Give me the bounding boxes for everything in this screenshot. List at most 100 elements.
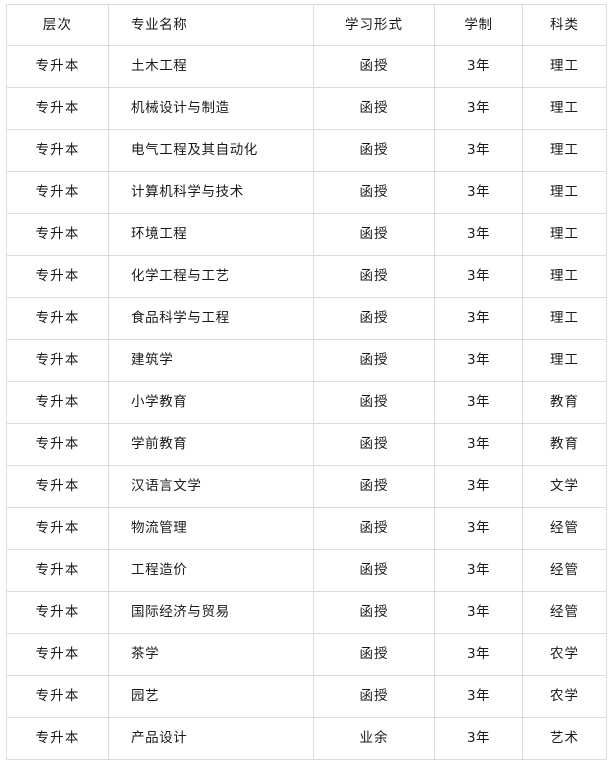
cell-category: 教育	[522, 381, 607, 424]
cell-mode: 函授	[313, 633, 435, 676]
cell-mode: 函授	[313, 549, 435, 592]
cell-level: 专升本	[6, 45, 109, 88]
table-row: 专升本 土木工程 函授 3年 理工	[6, 45, 607, 88]
cell-years: 3年	[434, 87, 523, 130]
page-canvas: 层次 专业名称 学习形式 学制 科类 专升本 土木工程 函授 3年 理工 专升本 机械设计与…	[6, 4, 607, 760]
cell-mode: 函授	[313, 423, 435, 466]
table-row: 专升本 学前教育 函授 3年 教育	[6, 423, 607, 466]
cell-years: 3年	[434, 675, 523, 718]
cell-major: 工程造价	[108, 549, 314, 592]
cell-category: 理工	[522, 297, 607, 340]
cell-major: 食品科学与工程	[108, 297, 314, 340]
table-row: 专升本 计算机科学与技术 函授 3年 理工	[6, 171, 607, 214]
cell-major: 产品设计	[108, 717, 314, 760]
column-header-years: 学制	[434, 4, 523, 46]
table-body: 专升本 土木工程 函授 3年 理工 专升本 机械设计与制造 函授 3年 理工 专升本 电气工程及其自动…	[6, 45, 607, 760]
cell-major: 环境工程	[108, 213, 314, 256]
cell-category: 理工	[522, 339, 607, 382]
cell-level: 专升本	[6, 675, 109, 718]
cell-years: 3年	[434, 171, 523, 214]
table-row: 专升本 汉语言文学 函授 3年 文学	[6, 465, 607, 508]
cell-mode: 函授	[313, 675, 435, 718]
cell-level: 专升本	[6, 507, 109, 550]
cell-category: 理工	[522, 129, 607, 172]
cell-mode: 函授	[313, 171, 435, 214]
cell-mode: 函授	[313, 45, 435, 88]
cell-level: 专升本	[6, 339, 109, 382]
table-row: 专升本 国际经济与贸易 函授 3年 经管	[6, 591, 607, 634]
cell-level: 专升本	[6, 423, 109, 466]
table-header: 层次 专业名称 学习形式 学制 科类	[6, 4, 607, 46]
cell-years: 3年	[434, 507, 523, 550]
cell-level: 专升本	[6, 633, 109, 676]
majors-table: 层次 专业名称 学习形式 学制 科类 专升本 土木工程 函授 3年 理工 专升本 机械设计与…	[6, 4, 607, 760]
cell-level: 专升本	[6, 297, 109, 340]
column-header-mode: 学习形式	[313, 4, 435, 46]
cell-mode: 函授	[313, 297, 435, 340]
cell-category: 理工	[522, 213, 607, 256]
cell-category: 农学	[522, 633, 607, 676]
cell-years: 3年	[434, 45, 523, 88]
cell-mode: 函授	[313, 591, 435, 634]
cell-mode: 函授	[313, 213, 435, 256]
cell-category: 理工	[522, 255, 607, 298]
cell-category: 艺术	[522, 717, 607, 760]
table-header-row: 层次 专业名称 学习形式 学制 科类	[6, 4, 607, 46]
cell-major: 园艺	[108, 675, 314, 718]
cell-level: 专升本	[6, 129, 109, 172]
table-row: 专升本 化学工程与工艺 函授 3年 理工	[6, 255, 607, 298]
cell-years: 3年	[434, 297, 523, 340]
table-row: 专升本 食品科学与工程 函授 3年 理工	[6, 297, 607, 340]
cell-category: 农学	[522, 675, 607, 718]
cell-years: 3年	[434, 591, 523, 634]
cell-category: 理工	[522, 171, 607, 214]
cell-major: 小学教育	[108, 381, 314, 424]
cell-years: 3年	[434, 717, 523, 760]
cell-years: 3年	[434, 549, 523, 592]
cell-mode: 函授	[313, 129, 435, 172]
cell-major: 机械设计与制造	[108, 87, 314, 130]
table-row: 专升本 工程造价 函授 3年 经管	[6, 549, 607, 592]
cell-years: 3年	[434, 465, 523, 508]
cell-major: 汉语言文学	[108, 465, 314, 508]
cell-major: 建筑学	[108, 339, 314, 382]
cell-major: 电气工程及其自动化	[108, 129, 314, 172]
cell-years: 3年	[434, 633, 523, 676]
cell-years: 3年	[434, 381, 523, 424]
cell-major: 物流管理	[108, 507, 314, 550]
cell-level: 专升本	[6, 255, 109, 298]
cell-major: 学前教育	[108, 423, 314, 466]
cell-category: 经管	[522, 591, 607, 634]
cell-mode: 函授	[313, 465, 435, 508]
table-row: 专升本 建筑学 函授 3年 理工	[6, 339, 607, 382]
table-row: 专升本 机械设计与制造 函授 3年 理工	[6, 87, 607, 130]
cell-major: 茶学	[108, 633, 314, 676]
cell-major: 化学工程与工艺	[108, 255, 314, 298]
cell-major: 土木工程	[108, 45, 314, 88]
table-row: 专升本 园艺 函授 3年 农学	[6, 675, 607, 718]
column-header-level: 层次	[6, 4, 109, 46]
cell-mode: 函授	[313, 87, 435, 130]
cell-major: 计算机科学与技术	[108, 171, 314, 214]
table-row: 专升本 产品设计 业余 3年 艺术	[6, 717, 607, 760]
cell-category: 经管	[522, 507, 607, 550]
cell-level: 专升本	[6, 213, 109, 256]
cell-years: 3年	[434, 423, 523, 466]
cell-major: 国际经济与贸易	[108, 591, 314, 634]
table-row: 专升本 小学教育 函授 3年 教育	[6, 381, 607, 424]
table-row: 专升本 电气工程及其自动化 函授 3年 理工	[6, 129, 607, 172]
table-row: 专升本 环境工程 函授 3年 理工	[6, 213, 607, 256]
table-row: 专升本 茶学 函授 3年 农学	[6, 633, 607, 676]
cell-level: 专升本	[6, 87, 109, 130]
table-row: 专升本 物流管理 函授 3年 经管	[6, 507, 607, 550]
cell-category: 文学	[522, 465, 607, 508]
cell-level: 专升本	[6, 171, 109, 214]
cell-level: 专升本	[6, 717, 109, 760]
cell-mode: 函授	[313, 381, 435, 424]
column-header-category: 科类	[522, 4, 607, 46]
cell-mode: 函授	[313, 339, 435, 382]
cell-category: 教育	[522, 423, 607, 466]
cell-years: 3年	[434, 339, 523, 382]
cell-level: 专升本	[6, 465, 109, 508]
column-header-major: 专业名称	[108, 4, 314, 46]
